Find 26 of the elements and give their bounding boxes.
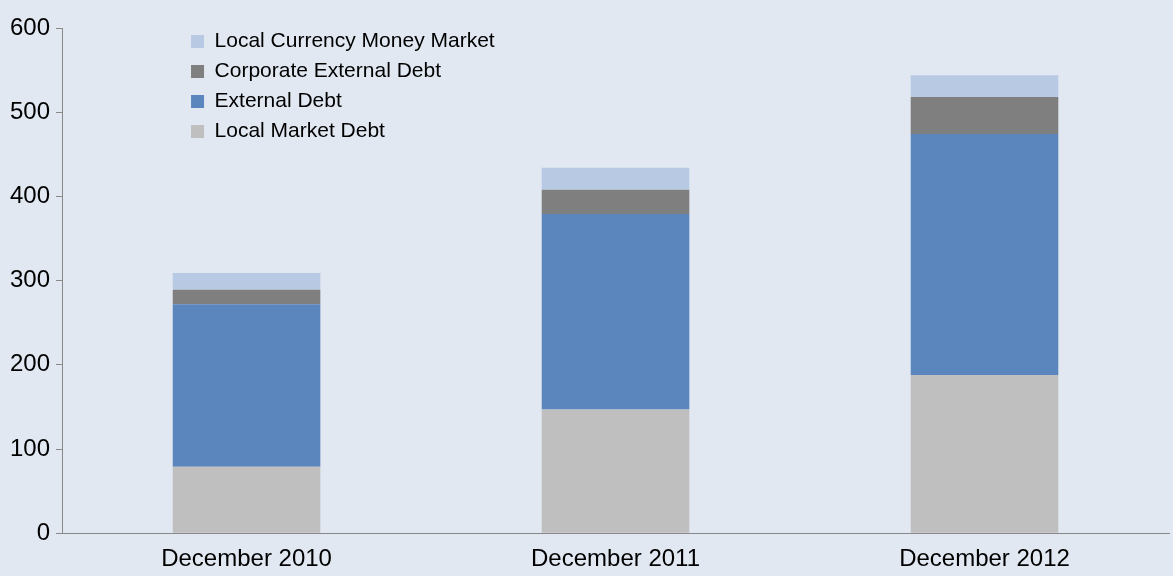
y-tick-label: 400 — [10, 181, 51, 209]
bar — [541, 409, 690, 533]
legend-label: External Debt — [214, 88, 342, 112]
bar — [172, 466, 321, 533]
x-tick-label: December 2010 — [161, 544, 332, 572]
bar — [910, 134, 1059, 375]
bar — [541, 189, 690, 215]
bar — [910, 374, 1059, 533]
y-tick-label: 600 — [10, 12, 51, 40]
y-tick-label: 200 — [10, 349, 51, 377]
bar — [541, 214, 690, 410]
bar — [541, 167, 690, 190]
bar — [910, 75, 1059, 98]
legend-label: Local Currency Money Market — [214, 28, 495, 52]
y-tick-label: 0 — [36, 517, 51, 545]
bar — [172, 304, 321, 467]
y-tick-label: 100 — [10, 433, 51, 461]
bar — [172, 273, 321, 290]
legend-label: Local Market Debt — [214, 118, 386, 142]
x-tick-label: December 2012 — [899, 544, 1070, 572]
bar — [910, 97, 1059, 135]
y-tick-label: 300 — [10, 265, 51, 293]
bar — [172, 289, 321, 305]
x-tick-label: December 2011 — [531, 544, 701, 572]
legend-label: Corporate External Debt — [214, 58, 442, 82]
y-tick-label: 500 — [10, 96, 51, 124]
